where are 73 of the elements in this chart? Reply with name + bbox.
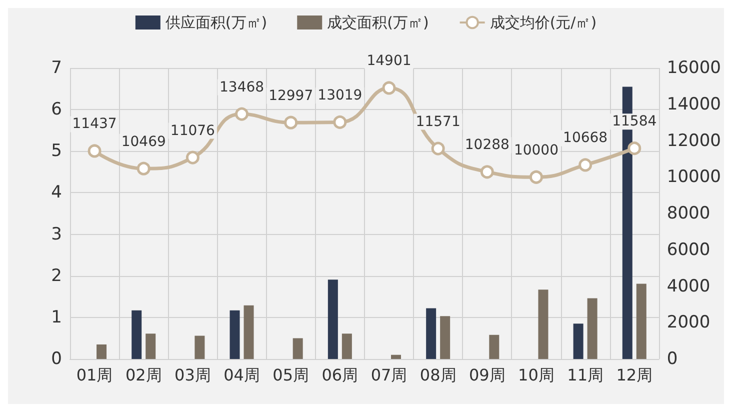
bar: [440, 316, 450, 359]
bar: [587, 298, 598, 359]
bar: [426, 308, 436, 359]
point: [628, 142, 642, 156]
data-label: 12997: [268, 88, 314, 104]
data-label: 14901: [366, 53, 412, 70]
y-tick-label: 4: [51, 182, 62, 203]
bar: [391, 354, 401, 359]
data-label: 11584: [612, 114, 657, 130]
bar: [489, 334, 500, 359]
legend-label: 成交均价(元/㎡): [490, 14, 597, 32]
x-tick-label: 12周: [616, 366, 653, 384]
x-tick-label: 09周: [468, 366, 506, 384]
bar: [194, 336, 205, 359]
x-tick-label: 11周: [567, 366, 604, 384]
data-label: 10000: [514, 142, 558, 158]
data-label: 11437: [72, 116, 117, 132]
x-tick-label: 07周: [370, 366, 408, 384]
point: [284, 116, 298, 130]
point: [186, 150, 200, 164]
point: [88, 144, 102, 158]
point: [136, 162, 150, 176]
y-tick-label: 7: [51, 58, 62, 78]
x-tick-label: 01周: [76, 366, 113, 384]
y2-tick-label: 4000: [666, 276, 710, 296]
y2-tick-label: 12000: [666, 130, 722, 151]
bar: [292, 338, 303, 359]
bar: [342, 334, 352, 359]
y2-tick-label: 6000: [666, 240, 710, 260]
x-tick-label: 08周: [420, 366, 456, 384]
point: [529, 170, 543, 184]
x-tick-label: 10周: [518, 366, 554, 384]
bar: [573, 324, 584, 359]
x-tick-label: 06周: [322, 366, 358, 384]
y-tick-label: 0: [51, 349, 62, 369]
y-tick-label: 1: [51, 307, 62, 328]
point: [333, 115, 347, 129]
data-label: 10668: [563, 130, 608, 146]
point: [431, 142, 445, 156]
bar: [146, 334, 156, 359]
bar: [636, 284, 646, 359]
y-tick-label: 6: [51, 100, 62, 120]
x-tick-label: 05周: [272, 366, 310, 384]
data-label: 10288: [464, 137, 510, 154]
y2-tick-label: 0: [666, 349, 678, 369]
y-tick-label: 3: [51, 224, 62, 244]
point: [382, 81, 396, 95]
bar: [538, 290, 548, 359]
x-tick-label: 02周: [125, 366, 162, 384]
data-label: 11076: [170, 122, 216, 139]
bar: [132, 310, 142, 359]
y2-tick-label: 8000: [666, 204, 710, 224]
legend-label: 成交面积(万㎡): [327, 14, 429, 32]
data-label: 13019: [318, 87, 362, 104]
y-tick-label: 2: [51, 266, 62, 286]
y2-tick-label: 14000: [666, 94, 722, 114]
data-label: 13468: [219, 79, 264, 96]
point: [235, 107, 249, 121]
y2-tick-label: 2000: [666, 312, 710, 333]
data-label: 10469: [121, 134, 166, 150]
bar: [244, 305, 254, 359]
legend-label: 供应面积(万㎡): [165, 14, 268, 32]
y-tick-label: 5: [51, 141, 62, 162]
x-tick-label: 03周: [174, 366, 211, 384]
point: [480, 165, 494, 179]
x-tick-label: 04周: [224, 366, 260, 384]
bar: [96, 344, 107, 359]
y2-tick-label: 16000: [666, 58, 722, 78]
point: [578, 158, 592, 172]
data-label: 11571: [416, 114, 460, 130]
bar: [230, 310, 240, 359]
bar: [328, 280, 338, 359]
y2-tick-label: 10000: [666, 167, 722, 188]
